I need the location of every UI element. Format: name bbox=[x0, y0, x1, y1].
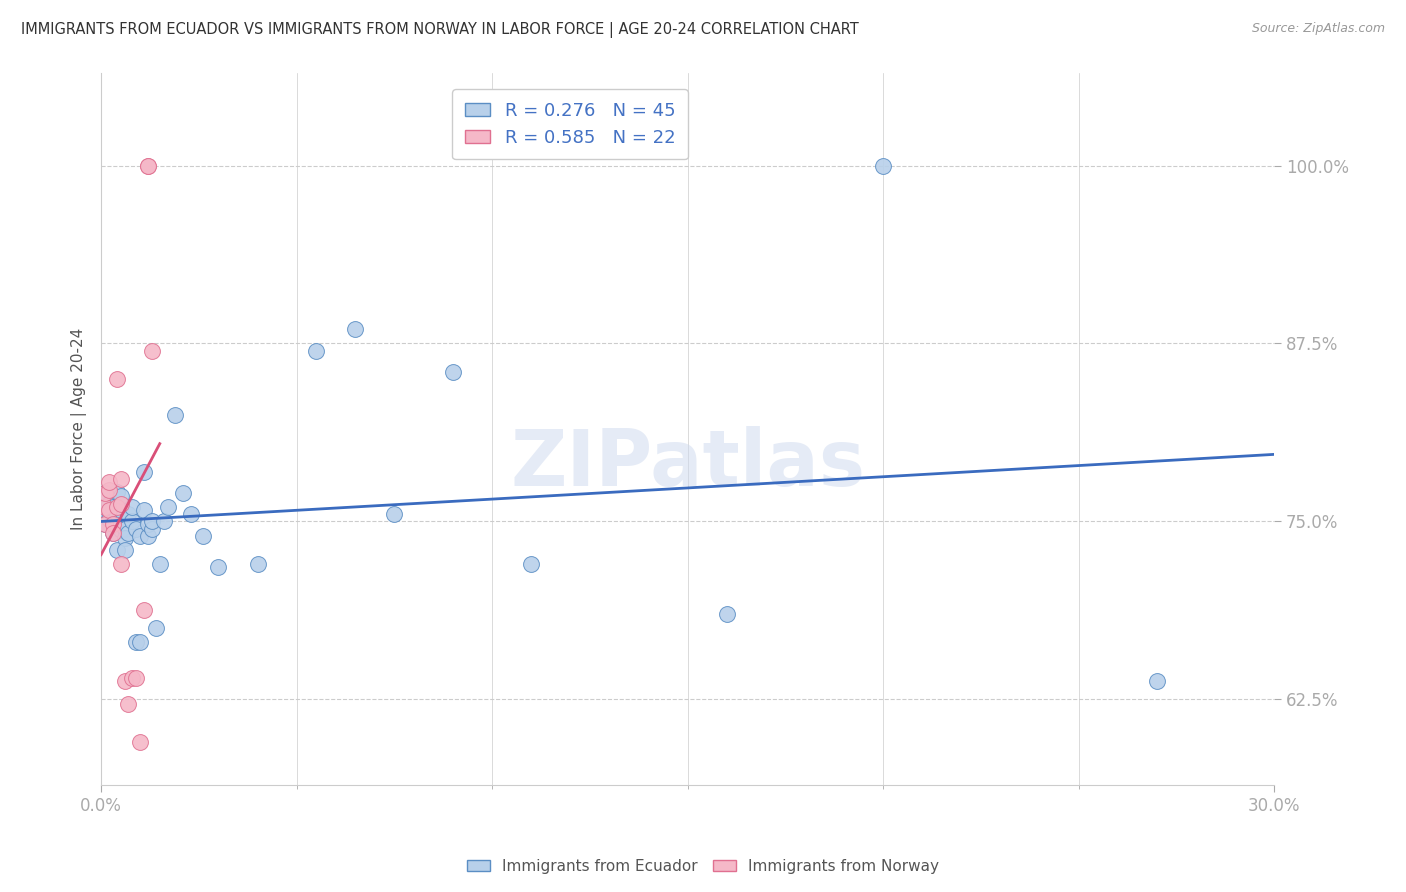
Point bbox=[141, 515, 163, 529]
Point bbox=[134, 465, 156, 479]
Point bbox=[101, 517, 124, 532]
Point bbox=[134, 602, 156, 616]
Point bbox=[94, 517, 117, 532]
Point bbox=[145, 621, 167, 635]
Point bbox=[97, 503, 120, 517]
Point bbox=[520, 557, 543, 571]
Point bbox=[105, 500, 128, 515]
Point bbox=[105, 484, 128, 499]
Point bbox=[94, 486, 117, 500]
Point bbox=[191, 528, 214, 542]
Point bbox=[117, 508, 139, 522]
Text: Source: ZipAtlas.com: Source: ZipAtlas.com bbox=[1251, 22, 1385, 36]
Point bbox=[141, 522, 163, 536]
Point bbox=[125, 522, 148, 536]
Point bbox=[136, 159, 159, 173]
Point bbox=[149, 557, 172, 571]
Point bbox=[152, 515, 174, 529]
Y-axis label: In Labor Force | Age 20-24: In Labor Force | Age 20-24 bbox=[72, 327, 87, 530]
Point bbox=[121, 671, 143, 685]
Point bbox=[101, 500, 124, 515]
Point bbox=[344, 322, 367, 336]
Point bbox=[117, 697, 139, 711]
Point bbox=[136, 159, 159, 173]
Text: ZIPatlas: ZIPatlas bbox=[510, 426, 865, 502]
Point bbox=[129, 735, 152, 749]
Point bbox=[117, 525, 139, 540]
Point bbox=[105, 508, 128, 522]
Point bbox=[121, 500, 143, 515]
Point bbox=[114, 522, 136, 536]
Point bbox=[129, 528, 152, 542]
Point bbox=[165, 408, 187, 422]
Point bbox=[141, 343, 163, 358]
Point bbox=[110, 557, 132, 571]
Point bbox=[114, 532, 136, 546]
Point bbox=[105, 542, 128, 557]
Point bbox=[207, 560, 229, 574]
Point bbox=[97, 503, 120, 517]
Point bbox=[114, 542, 136, 557]
Point bbox=[110, 489, 132, 503]
Point bbox=[94, 508, 117, 522]
Point bbox=[1146, 673, 1168, 688]
Point bbox=[136, 528, 159, 542]
Point bbox=[180, 508, 202, 522]
Point bbox=[97, 483, 120, 497]
Point bbox=[305, 343, 328, 358]
Point bbox=[97, 497, 120, 511]
Point bbox=[716, 607, 738, 621]
Point bbox=[110, 472, 132, 486]
Point bbox=[872, 159, 894, 173]
Point bbox=[101, 515, 124, 529]
Point bbox=[121, 515, 143, 529]
Point bbox=[125, 635, 148, 649]
Point bbox=[246, 557, 269, 571]
Legend: R = 0.276   N = 45, R = 0.585   N = 22: R = 0.276 N = 45, R = 0.585 N = 22 bbox=[453, 89, 688, 160]
Point bbox=[136, 517, 159, 532]
Point bbox=[94, 517, 117, 532]
Point bbox=[101, 525, 124, 540]
Point bbox=[382, 508, 405, 522]
Point bbox=[110, 503, 132, 517]
Point bbox=[110, 523, 132, 537]
Point bbox=[105, 372, 128, 386]
Point bbox=[129, 635, 152, 649]
Point bbox=[172, 486, 194, 500]
Legend: Immigrants from Ecuador, Immigrants from Norway: Immigrants from Ecuador, Immigrants from… bbox=[461, 853, 945, 880]
Point bbox=[97, 475, 120, 489]
Point bbox=[94, 500, 117, 515]
Text: IMMIGRANTS FROM ECUADOR VS IMMIGRANTS FROM NORWAY IN LABOR FORCE | AGE 20-24 COR: IMMIGRANTS FROM ECUADOR VS IMMIGRANTS FR… bbox=[21, 22, 859, 38]
Point bbox=[101, 525, 124, 540]
Point bbox=[114, 673, 136, 688]
Point bbox=[125, 671, 148, 685]
Point bbox=[156, 500, 179, 515]
Point bbox=[110, 497, 132, 511]
Point bbox=[134, 503, 156, 517]
Point bbox=[94, 486, 117, 500]
Point bbox=[97, 511, 120, 525]
Point bbox=[441, 365, 464, 379]
